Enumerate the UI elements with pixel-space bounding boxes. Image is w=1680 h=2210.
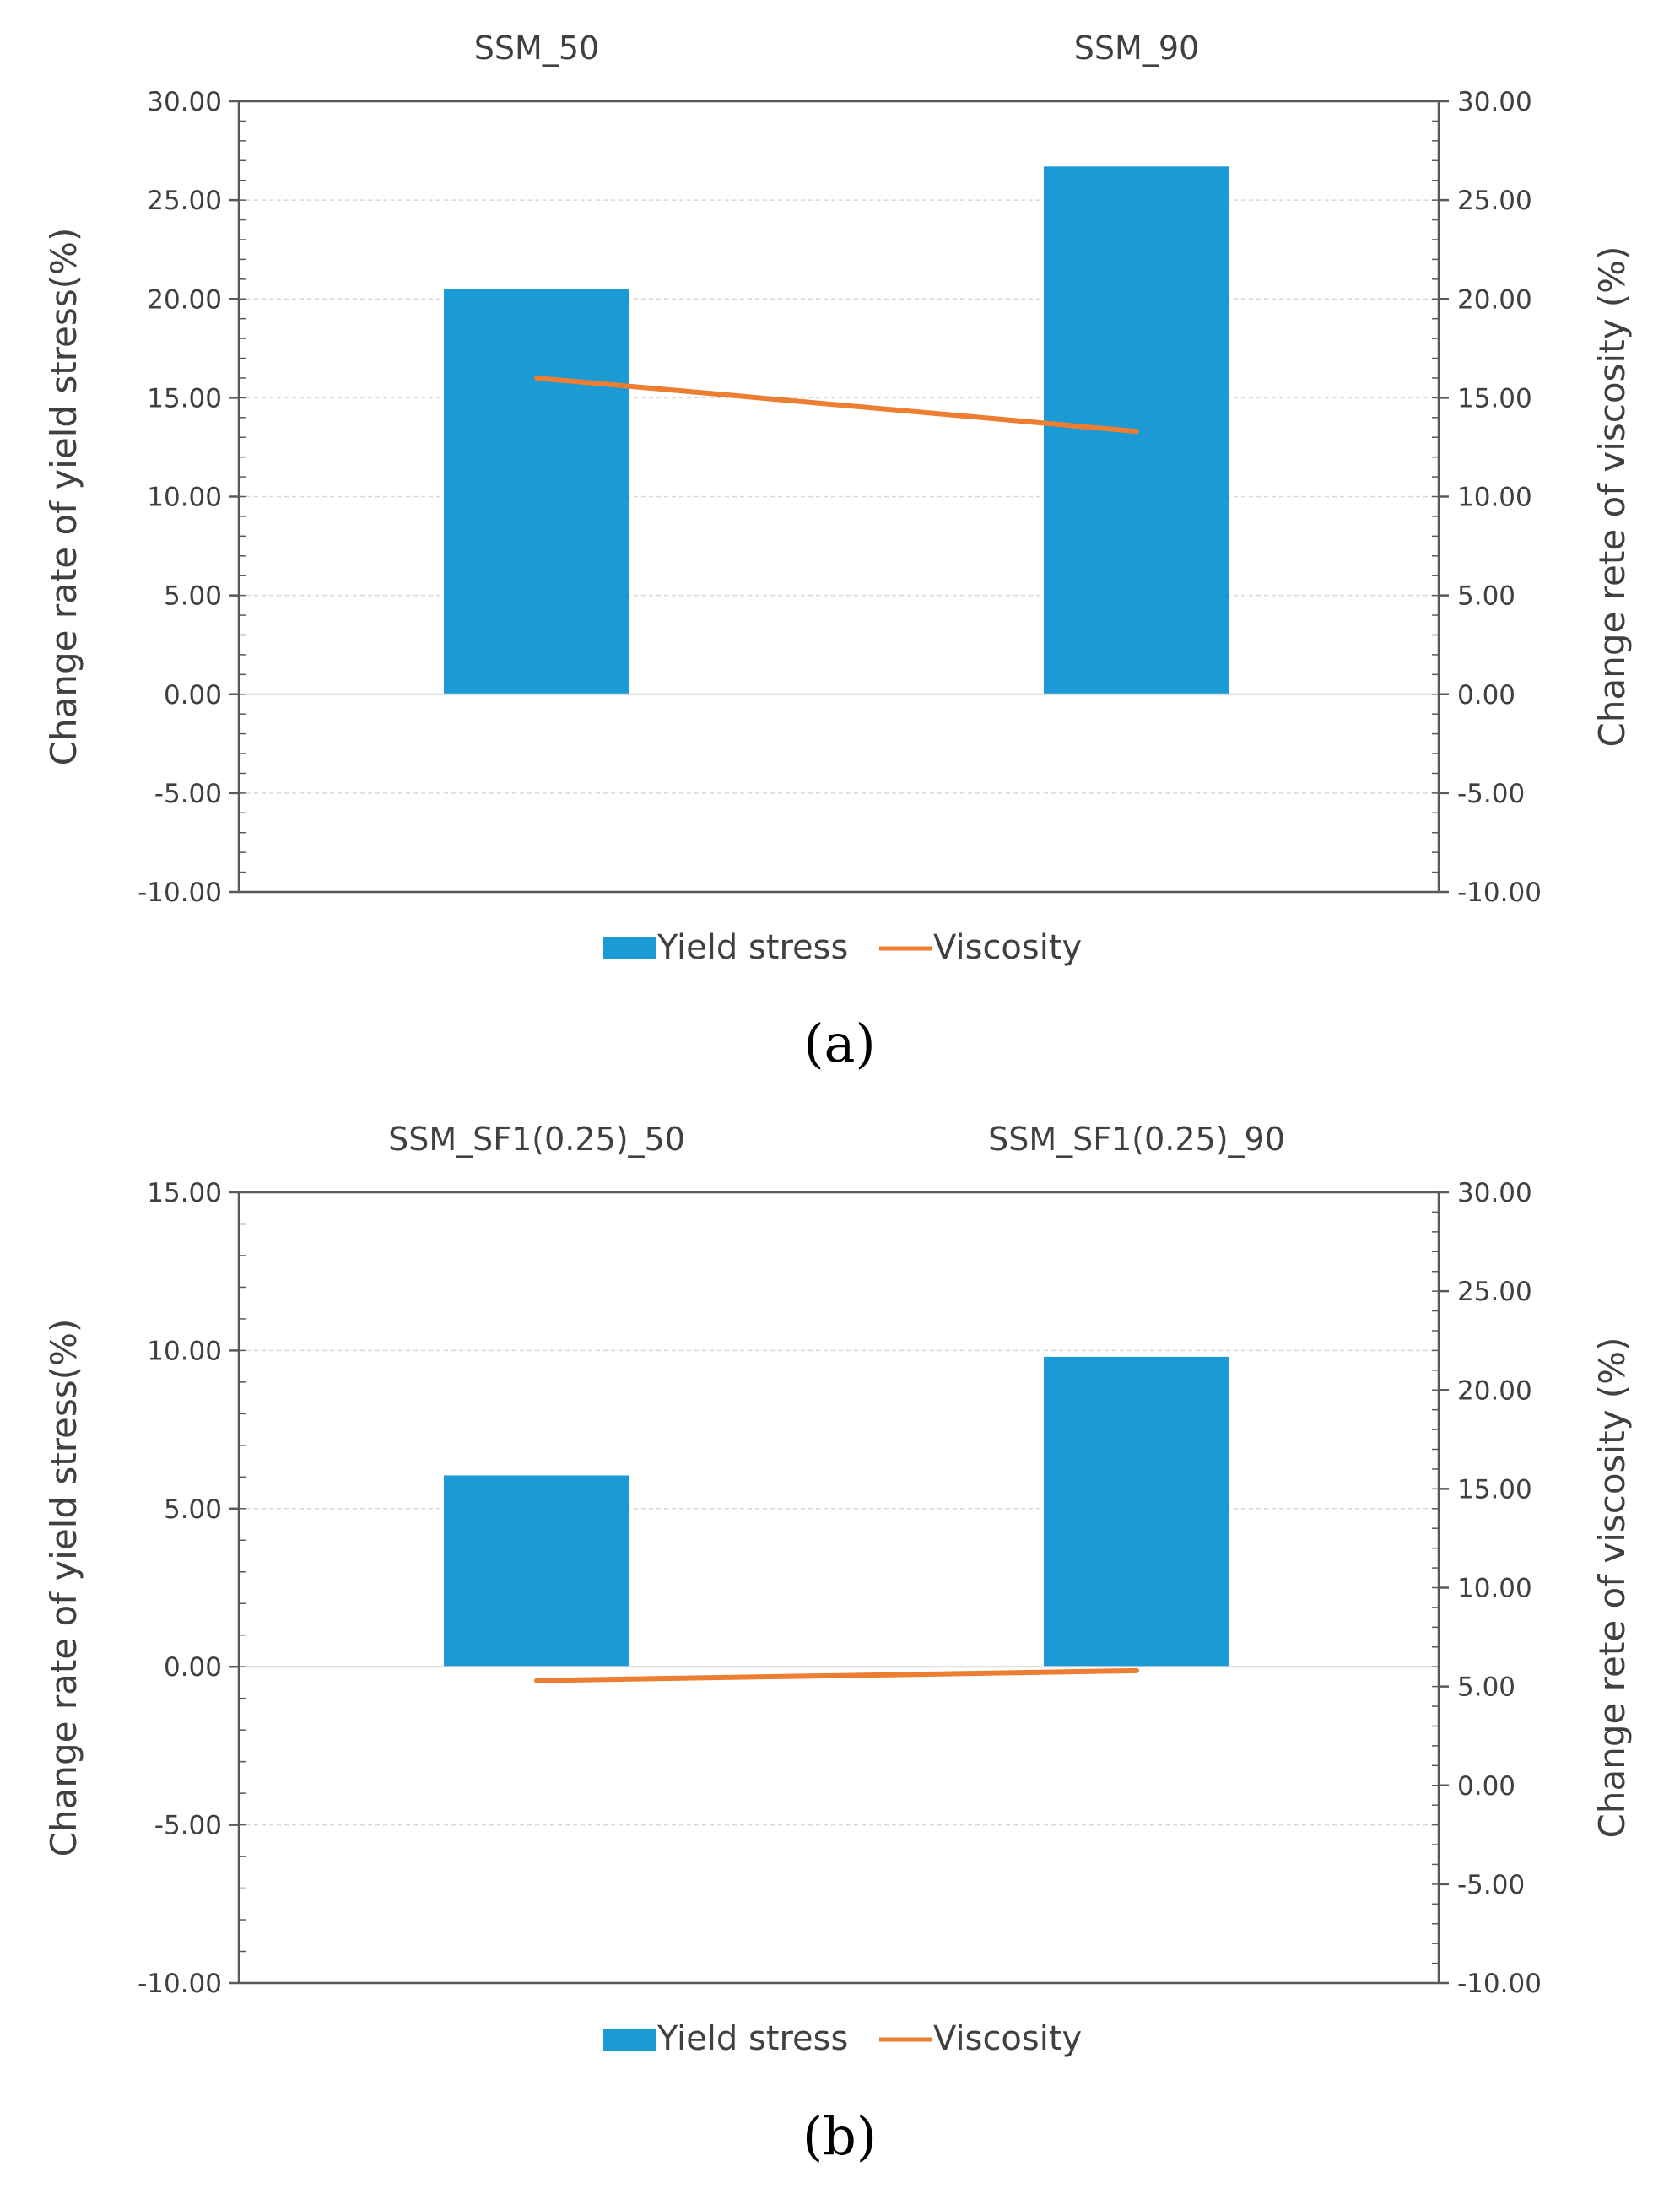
tick-label-right: 0.00: [1457, 1771, 1515, 1802]
tick-label-left: -5.00: [154, 1811, 222, 1841]
tick-label-right: 20.00: [1457, 284, 1532, 315]
category-label: SSM_SF1(0.25)_90: [988, 1121, 1285, 1158]
tick-label-left: -5.00: [154, 779, 222, 809]
chart-panel-b: -10.00 -5.00 0.00 5.00 10.00 15.00 -10.00 -5.00…: [43, 1121, 1633, 2167]
legend-label-viscosity: Viscosity: [933, 928, 1082, 967]
legend-label-yield-stress: Yield stress: [656, 2019, 848, 2058]
panel-label: (b): [802, 2105, 877, 2167]
tick-label-left: 20.00: [147, 284, 222, 315]
bar-yield-stress: [1044, 1356, 1229, 1667]
tick-label-right: 25.00: [1457, 1277, 1532, 1307]
tick-label-right: 15.00: [1457, 383, 1532, 413]
tick-label-right: 0.00: [1457, 680, 1515, 711]
category-label: SSM_90: [1074, 30, 1199, 67]
line-viscosity: [534, 375, 1139, 435]
category-label: SSM_50: [474, 30, 599, 67]
tick-label-right: 25.00: [1457, 186, 1532, 216]
tick-label-left: 0.00: [164, 1652, 222, 1683]
legend: Yield stress Viscosity: [603, 2019, 1082, 2058]
tick-label-left: 25.00: [147, 186, 222, 216]
tick-label-right: 10.00: [1457, 1574, 1532, 1604]
y2-axis-title: Change rete of viscosity (%): [1591, 246, 1633, 748]
tick-label-left: 15.00: [147, 1178, 222, 1208]
tick-label-right: -10.00: [1457, 1969, 1542, 1999]
tick-label-right: 30.00: [1457, 1178, 1532, 1208]
tick-label-right: -5.00: [1457, 779, 1525, 809]
legend-label-viscosity: Viscosity: [933, 2019, 1082, 2058]
tick-label-left: 30.00: [147, 87, 222, 117]
tick-label-left: 5.00: [164, 1494, 222, 1525]
tick-label-left: 10.00: [147, 1336, 222, 1366]
tick-label-right: -5.00: [1457, 1870, 1525, 1900]
tick-label-right: 20.00: [1457, 1375, 1532, 1406]
y2-axis-title: Change rete of viscosity (%): [1591, 1337, 1633, 1839]
bar-yield-stress: [444, 289, 629, 694]
tick-label-right: 10.00: [1457, 483, 1532, 513]
panel-label: (a): [803, 1013, 875, 1074]
chart-panel-a: -10.00 -5.00 0.00 5.00 10.00 15.00 20.00 25.00 3…: [43, 30, 1633, 1074]
tick-label-right: 5.00: [1457, 581, 1515, 612]
line-viscosity: [534, 1667, 1139, 1683]
tick-label-left: 15.00: [147, 383, 222, 413]
y-axis-title: Change rate of yield stress(%): [43, 228, 84, 766]
tick-label-left: -10.00: [138, 878, 222, 908]
tick-label-left: -10.00: [138, 1969, 222, 1999]
legend-swatch-yield-stress: [603, 937, 656, 959]
tick-label-right: -10.00: [1457, 878, 1542, 908]
tick-label-left: 0.00: [164, 680, 222, 711]
tick-label-right: 30.00: [1457, 87, 1532, 117]
tick-label-right: 5.00: [1457, 1672, 1515, 1703]
tick-label-left: 5.00: [164, 581, 222, 612]
legend: Yield stress Viscosity: [603, 928, 1082, 967]
legend-label-yield-stress: Yield stress: [656, 928, 848, 967]
tick-label-right: 15.00: [1457, 1474, 1532, 1505]
legend-swatch-yield-stress: [603, 2029, 656, 2051]
bar-yield-stress: [444, 1475, 629, 1667]
category-label: SSM_SF1(0.25)_50: [388, 1121, 685, 1158]
tick-label-left: 10.00: [147, 483, 222, 513]
y-axis-title: Change rate of yield stress(%): [43, 1319, 84, 1857]
